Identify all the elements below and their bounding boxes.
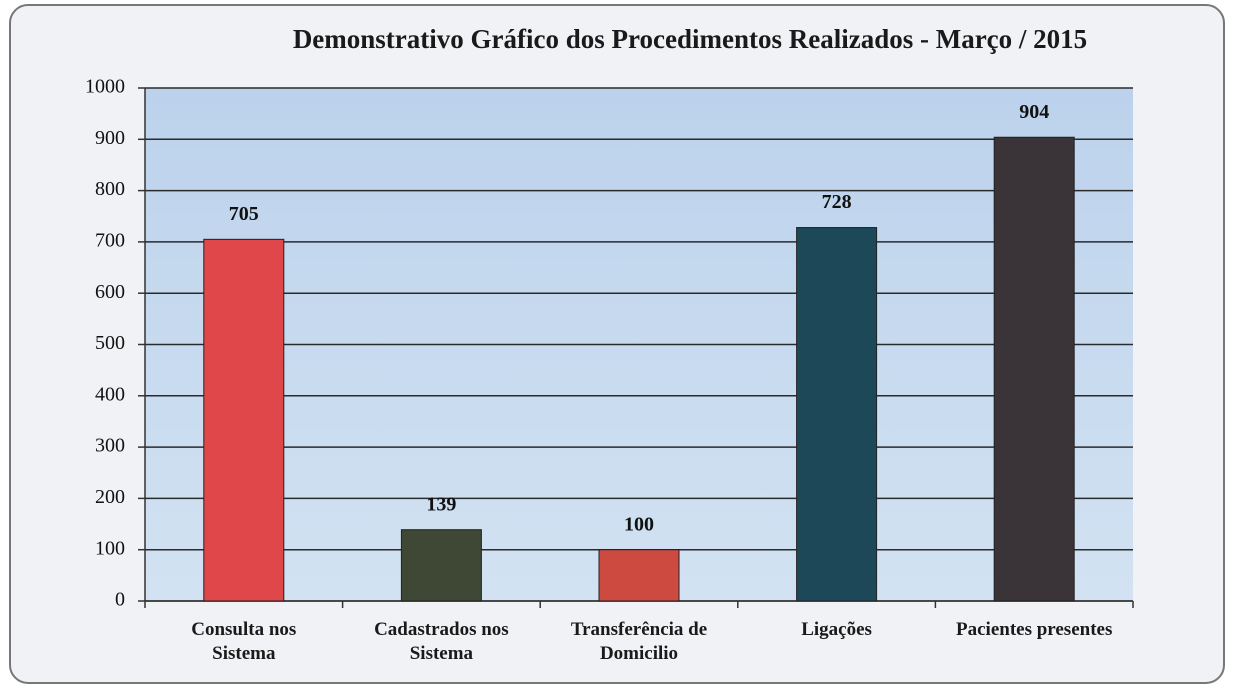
y-tick-label: 900	[95, 127, 125, 149]
bar	[598, 549, 680, 602]
y-tick-label: 100	[95, 537, 125, 559]
x-tick-label: Cadastrados nos Sistema	[374, 619, 509, 664]
y-tick-label: 700	[95, 229, 125, 251]
bar	[203, 238, 285, 602]
data-label: 139	[426, 493, 456, 515]
x-tick-label: Transferência de Domicilio	[570, 619, 708, 664]
y-tick-label: 500	[95, 332, 125, 354]
chart-title: Demonstrativo Gráfico dos Procedimentos …	[292, 24, 1088, 54]
data-label: 728	[822, 191, 852, 213]
x-tick-label: Ligações	[801, 619, 872, 640]
data-label: 904	[1019, 101, 1049, 123]
bar	[993, 136, 1075, 602]
y-tick-label: 200	[95, 486, 125, 508]
y-tick-label: 0	[115, 589, 125, 611]
y-tick-label: 1000	[85, 76, 125, 98]
x-tick-label: Pacientes presentes	[956, 619, 1113, 640]
bar	[400, 529, 482, 602]
y-tick-label: 300	[95, 435, 125, 457]
data-label: 705	[229, 203, 259, 225]
x-tick-label: Consulta nos Sistema	[191, 619, 297, 664]
data-label: 100	[624, 513, 654, 535]
y-tick-label: 400	[95, 383, 125, 405]
y-tick-label: 800	[95, 178, 125, 200]
y-tick-label: 600	[95, 281, 125, 303]
bar	[796, 227, 878, 602]
